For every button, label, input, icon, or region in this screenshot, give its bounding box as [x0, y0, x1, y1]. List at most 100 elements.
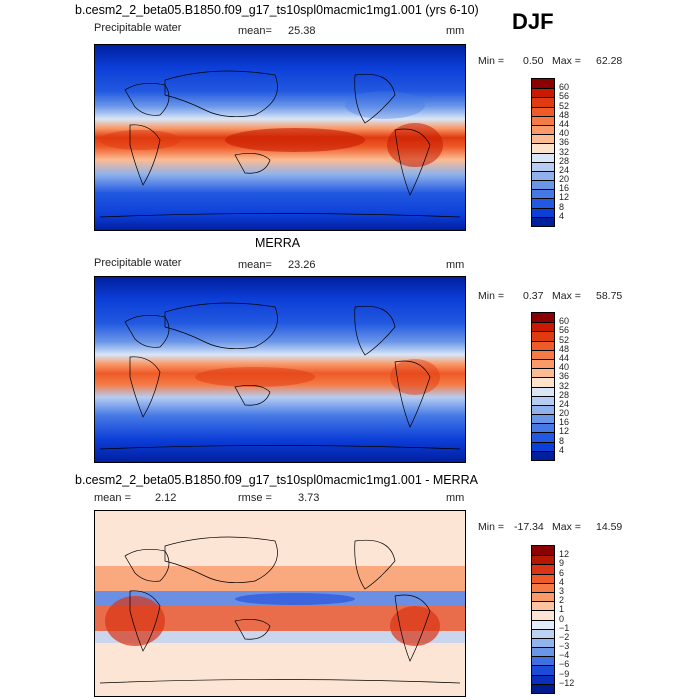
- panel-diff-mean-label: mean =: [94, 492, 131, 504]
- panel-diff-rmse-label: rmse =: [238, 492, 272, 504]
- panel-diff-max-value: 14.59: [596, 521, 623, 533]
- colorbar-tick-label: 1: [559, 604, 565, 615]
- colorbar-cell: [532, 573, 554, 583]
- colorbar-tick-label: 60: [559, 316, 570, 327]
- colorbar-cell: [532, 404, 554, 415]
- colorbar-cell: [532, 564, 554, 574]
- colorbar-tick-label: 56: [559, 91, 570, 102]
- map-obs: [94, 276, 466, 463]
- colorbar-cell: [532, 656, 554, 666]
- colorbar-cell: [532, 180, 554, 190]
- colorbar-cell: [532, 124, 554, 135]
- colorbar-cell: [532, 340, 554, 350]
- colorbar-tick-label: 32: [559, 146, 570, 157]
- colorbar-cell: [532, 395, 554, 405]
- panel-obs-min-label: Min =: [478, 290, 504, 302]
- colorbar-tick-label: 16: [559, 417, 570, 428]
- colorbar-cell: [532, 170, 554, 181]
- colorbar-cell: [532, 216, 554, 226]
- colorbar-tick-label: 56: [559, 325, 570, 336]
- colorbar-tick-label: 4: [559, 210, 565, 221]
- colorbar-tick-label: 40: [559, 362, 570, 373]
- colorbar-tick-label: 20: [559, 408, 570, 419]
- colorbar-tick-label: 28: [559, 389, 570, 400]
- colorbar-tick-label: 6: [559, 567, 565, 578]
- colorbar-cell: [532, 97, 554, 107]
- colorbar-tick-label: 60: [559, 82, 570, 93]
- colorbar-cell: [532, 152, 554, 162]
- colorbar-tick-label: −2: [559, 631, 570, 642]
- colorbar-cell: [532, 637, 554, 648]
- panel-obs-variable: Precipitable water: [94, 257, 182, 269]
- colorbar-tick-label: −1: [559, 622, 570, 633]
- panel-model-title: b.cesm2_2_beta05.B1850.f09_g17_ts10spl0m…: [75, 3, 479, 17]
- colorbar-cell: [532, 423, 554, 433]
- colorbar-cell: [532, 331, 554, 341]
- panel-obs-mean-label: mean=: [238, 259, 272, 271]
- colorbar-cell: [532, 450, 554, 460]
- panel-model-max-value: 62.28: [596, 55, 623, 67]
- map-diff-field: [95, 511, 465, 696]
- colorbar-cell: [532, 198, 554, 208]
- panel-obs-max-value: 58.75: [596, 290, 623, 302]
- colorbar-cell: [532, 683, 554, 693]
- colorbar-cell: [532, 207, 554, 217]
- colorbar-tick-label: 8: [559, 201, 565, 212]
- colorbar-tick-label: −3: [559, 641, 570, 652]
- panel-obs-min-value: 0.37: [523, 290, 544, 302]
- colorbar-cell: [532, 161, 554, 171]
- colorbar-cell: [532, 313, 554, 323]
- colorbar-tick-label: 2: [559, 595, 565, 606]
- colorbar-tick-label: 24: [559, 164, 570, 175]
- map-diff: [94, 510, 466, 697]
- colorbar-obs-labels: 60 56 52 48 44 40 36 32 28 24 20 16 12 8 4: [559, 312, 589, 459]
- panel-model-mean-label: mean=: [238, 25, 272, 37]
- colorbar-cell: [532, 79, 554, 89]
- colorbar-diff: [531, 545, 555, 694]
- panel-diff-max-label: Max =: [552, 521, 581, 533]
- colorbar-tick-label: 36: [559, 371, 570, 382]
- colorbar-obs: [531, 312, 555, 461]
- colorbar-cell: [532, 555, 554, 565]
- colorbar-tick-label: 28: [559, 155, 570, 166]
- colorbar-tick-label: 48: [559, 109, 570, 120]
- colorbar-tick-label: 4: [559, 576, 565, 587]
- colorbar-tick-label: 44: [559, 352, 570, 363]
- colorbar-tick-label: 12: [559, 192, 570, 203]
- colorbar-cell: [532, 647, 554, 657]
- panel-model-variable: Precipitable water: [94, 22, 182, 34]
- panel-obs-max-label: Max =: [552, 290, 581, 302]
- colorbar-cell: [532, 665, 554, 675]
- colorbar-cell: [532, 368, 554, 378]
- panel-model-min-value: 0.50: [523, 55, 544, 67]
- panel-model-units: mm: [446, 25, 465, 37]
- panel-model-max-label: Max =: [552, 55, 581, 67]
- colorbar-tick-label: −6: [559, 659, 570, 670]
- colorbar-tick-label: 52: [559, 334, 570, 345]
- colorbar-cell: [532, 546, 554, 556]
- panel-obs-title: MERRA: [255, 236, 301, 250]
- colorbar-model-labels: 60 56 52 48 44 40 36 32 28 24 20 16 12 8 4: [559, 78, 589, 225]
- map-model: [94, 44, 466, 231]
- colorbar-cell: [532, 115, 554, 125]
- colorbar-cell: [532, 349, 554, 359]
- colorbar-tick-label: −9: [559, 668, 570, 679]
- colorbar-cell: [532, 441, 554, 451]
- colorbar-tick-label: 20: [559, 174, 570, 185]
- colorbar-cell: [532, 610, 554, 620]
- colorbar-cell: [532, 106, 554, 116]
- colorbar-tick-label: 4: [559, 444, 565, 455]
- colorbar-cell: [532, 619, 554, 629]
- colorbar-tick-label: 48: [559, 343, 570, 354]
- colorbar-tick-label: −12: [559, 677, 575, 688]
- colorbar-cell: [532, 358, 554, 369]
- colorbar-cell: [532, 88, 554, 98]
- colorbar-tick-label: 24: [559, 398, 570, 409]
- colorbar-cell: [532, 143, 554, 153]
- colorbar-tick-label: 12: [559, 549, 570, 560]
- colorbar-tick-label: 12: [559, 426, 570, 437]
- panel-diff-min-label: Min =: [478, 521, 504, 533]
- colorbar-diff-labels: 12 9 6 4 3 2 1 0 −1 −2 −3 −4 −6 −9 −12: [559, 545, 589, 692]
- colorbar-tick-label: 8: [559, 435, 565, 446]
- colorbar-cell: [532, 189, 554, 199]
